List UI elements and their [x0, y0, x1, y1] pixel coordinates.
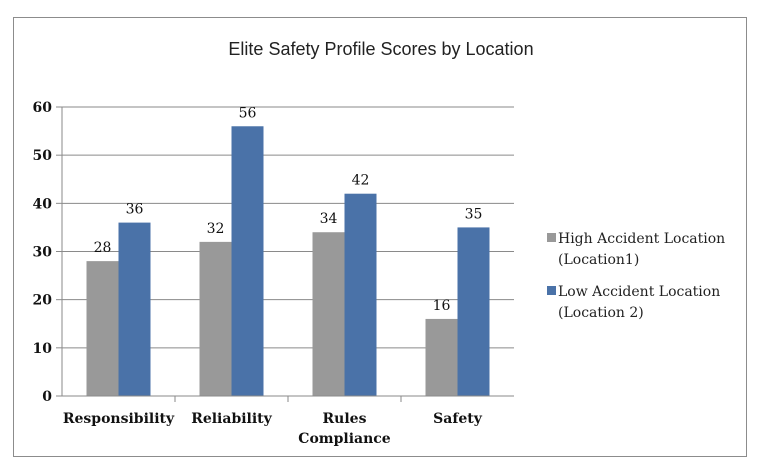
axes	[56, 106, 514, 402]
legend-swatch	[547, 233, 556, 242]
y-tick-label: 0	[42, 389, 52, 405]
y-tick-label: 40	[33, 196, 53, 212]
bar	[118, 222, 151, 396]
x-category-label: Safety	[433, 411, 483, 427]
legend-entry: Low Accident Location	[558, 284, 720, 300]
y-tick-label: 20	[33, 293, 53, 309]
bar	[86, 261, 119, 396]
data-label: 16	[433, 298, 451, 314]
data-label: 32	[207, 221, 225, 237]
x-category-label: Responsibility	[63, 411, 175, 427]
y-tick-label: 30	[33, 245, 53, 261]
legend-swatch	[547, 286, 556, 295]
bar	[457, 227, 490, 396]
data-label: 34	[320, 211, 338, 227]
data-label: 36	[126, 202, 144, 218]
x-category-label: Reliability	[191, 411, 272, 427]
x-category-label: Rules	[323, 411, 367, 427]
bar	[231, 126, 264, 397]
legend-entry: (Location1)	[558, 252, 639, 268]
y-tick-label: 10	[33, 341, 53, 357]
data-label: 35	[465, 206, 483, 222]
data-label: 56	[239, 105, 257, 121]
bar	[199, 241, 232, 396]
legend-entry: High Accident Location	[558, 231, 725, 247]
labels: 0 10 20 30 40 50 60 28 36 Responsibility 32 56 Relia…	[33, 100, 483, 447]
bar	[312, 232, 345, 396]
legend-entry: (Location 2)	[558, 305, 644, 321]
y-tick-label: 60	[33, 100, 53, 116]
bar	[425, 318, 458, 396]
bars	[86, 126, 490, 397]
y-tick-label: 50	[33, 148, 53, 164]
x-category-label: Compliance	[298, 431, 390, 447]
data-label: 42	[352, 173, 370, 189]
legend: High Accident Location (Location1) Low Acc…	[547, 231, 725, 321]
bar	[344, 193, 377, 396]
data-label: 28	[94, 240, 112, 256]
chart-title: Elite Safety Profile Scores by Location	[228, 39, 533, 59]
